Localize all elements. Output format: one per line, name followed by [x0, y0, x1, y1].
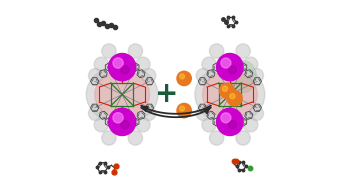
- Polygon shape: [99, 70, 107, 78]
- Circle shape: [128, 131, 143, 145]
- Polygon shape: [239, 63, 247, 71]
- Polygon shape: [90, 78, 99, 85]
- Circle shape: [228, 66, 237, 74]
- Polygon shape: [213, 63, 220, 71]
- Polygon shape: [99, 111, 107, 119]
- Circle shape: [236, 131, 250, 145]
- Circle shape: [249, 106, 264, 121]
- Circle shape: [136, 57, 150, 71]
- Circle shape: [102, 44, 116, 58]
- Ellipse shape: [202, 71, 257, 118]
- Ellipse shape: [230, 60, 256, 93]
- Ellipse shape: [95, 71, 150, 118]
- Polygon shape: [137, 111, 145, 119]
- Polygon shape: [245, 111, 253, 119]
- Polygon shape: [207, 70, 215, 78]
- Circle shape: [222, 86, 227, 91]
- Circle shape: [236, 44, 250, 58]
- Circle shape: [244, 118, 258, 132]
- Polygon shape: [207, 111, 215, 119]
- Polygon shape: [132, 63, 139, 71]
- Circle shape: [209, 131, 224, 145]
- Circle shape: [196, 106, 210, 121]
- Circle shape: [244, 57, 258, 71]
- Ellipse shape: [195, 65, 265, 124]
- Circle shape: [180, 106, 185, 111]
- Polygon shape: [90, 104, 99, 111]
- Polygon shape: [105, 118, 113, 126]
- Circle shape: [219, 83, 234, 98]
- Ellipse shape: [108, 108, 136, 136]
- Polygon shape: [137, 70, 145, 78]
- Circle shape: [88, 106, 103, 121]
- Circle shape: [221, 58, 231, 68]
- Polygon shape: [239, 118, 247, 126]
- Circle shape: [221, 113, 231, 123]
- Circle shape: [102, 131, 116, 145]
- Ellipse shape: [86, 65, 158, 124]
- Circle shape: [209, 44, 224, 58]
- Circle shape: [180, 74, 185, 79]
- Circle shape: [121, 66, 129, 74]
- Circle shape: [121, 121, 129, 129]
- Circle shape: [136, 118, 150, 132]
- Circle shape: [128, 44, 143, 58]
- Circle shape: [94, 118, 108, 132]
- Circle shape: [177, 103, 191, 118]
- Text: +: +: [155, 81, 178, 108]
- Polygon shape: [132, 118, 139, 126]
- Polygon shape: [245, 70, 253, 78]
- Ellipse shape: [108, 53, 136, 81]
- Polygon shape: [253, 104, 262, 111]
- Polygon shape: [145, 104, 154, 111]
- Circle shape: [230, 94, 235, 99]
- Circle shape: [202, 57, 216, 71]
- Circle shape: [177, 71, 191, 86]
- Polygon shape: [198, 104, 207, 111]
- Circle shape: [142, 68, 156, 83]
- Circle shape: [113, 58, 123, 68]
- Circle shape: [142, 106, 156, 121]
- Circle shape: [94, 57, 108, 71]
- Polygon shape: [145, 78, 154, 85]
- Circle shape: [228, 121, 237, 129]
- Polygon shape: [198, 78, 207, 85]
- Polygon shape: [213, 118, 220, 126]
- Circle shape: [88, 68, 103, 83]
- Circle shape: [202, 118, 216, 132]
- Circle shape: [196, 68, 210, 83]
- Circle shape: [249, 68, 264, 83]
- Polygon shape: [253, 78, 262, 85]
- Ellipse shape: [216, 108, 243, 136]
- Ellipse shape: [216, 53, 243, 81]
- Polygon shape: [105, 63, 113, 71]
- Circle shape: [227, 91, 242, 106]
- Circle shape: [113, 113, 123, 123]
